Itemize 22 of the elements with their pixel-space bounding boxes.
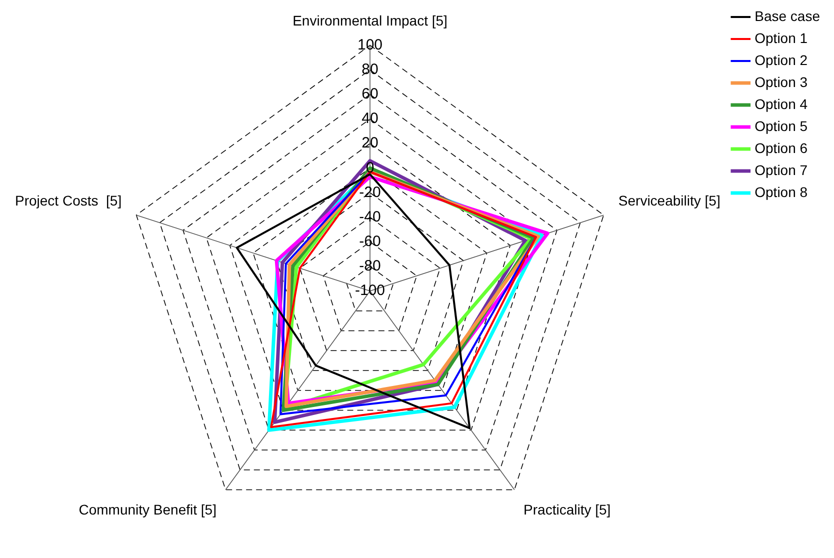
y-tick-label: 40 (362, 110, 378, 128)
spoke-label: Project Costs [5] (14, 192, 122, 209)
spoke-label: Environmental Impact [5] (292, 12, 448, 28)
legend-label: Option 1 (754, 30, 808, 46)
y-tick-label: -40 (359, 208, 381, 226)
legend-label: Option 8 (754, 184, 808, 200)
y-tick-label: 100 (357, 36, 383, 54)
legend-label: Option 7 (754, 162, 808, 178)
legend-label: Option 5 (754, 118, 808, 134)
y-tick-label: 60 (362, 86, 378, 103)
y-tick-label: -60 (359, 233, 381, 250)
y-tick-label: -20 (359, 184, 381, 201)
legend-label: Option 4 (754, 96, 808, 112)
legend-label: Option 6 (754, 140, 808, 156)
legend-label: Base case (754, 8, 820, 24)
y-tick-label: -80 (359, 258, 381, 275)
spoke-label: Community Benefit [5] (78, 502, 216, 518)
y-tick-label: 80 (362, 61, 378, 78)
legend-label: Option 2 (754, 52, 808, 68)
spoke-label: Serviceability [5] (618, 192, 720, 209)
legend-label: Option 3 (754, 74, 808, 90)
spoke-label: Practicality [5] (524, 502, 611, 518)
